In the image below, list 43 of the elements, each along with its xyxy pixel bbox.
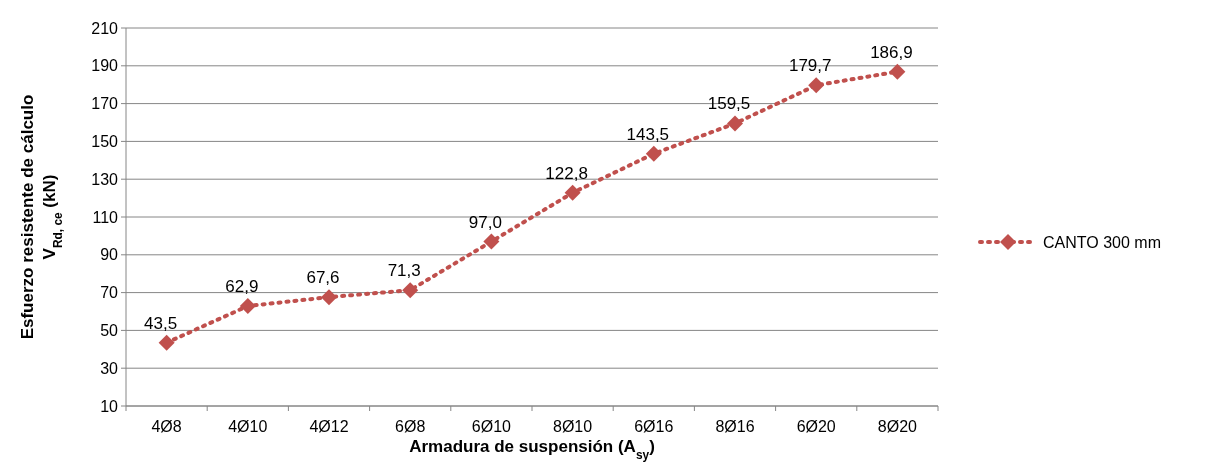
point bbox=[402, 282, 419, 299]
point bbox=[239, 298, 256, 315]
y-tick-label: 130 bbox=[91, 170, 119, 188]
legend-label: CANTO 300 mm bbox=[1043, 233, 1161, 251]
point bbox=[564, 184, 581, 201]
x-tick-label: 6Ø8 bbox=[395, 418, 426, 435]
data-label: 159,5 bbox=[707, 94, 751, 114]
data-label: 97,0 bbox=[468, 212, 502, 232]
y-tick-label: 110 bbox=[92, 208, 119, 226]
point bbox=[808, 77, 825, 94]
x-tick-label: 4Ø12 bbox=[309, 418, 349, 435]
y-tick-label: 170 bbox=[91, 95, 119, 113]
y-tick-label: 150 bbox=[91, 133, 119, 150]
x-tick-label: 8Ø16 bbox=[715, 418, 755, 435]
x-tick-label: 8Ø20 bbox=[877, 418, 918, 435]
data-label: 67,6 bbox=[306, 268, 340, 288]
y-tick-label: 70 bbox=[100, 284, 119, 302]
y-tick-label: 90 bbox=[100, 246, 119, 264]
point bbox=[158, 334, 175, 351]
point bbox=[727, 115, 743, 132]
point bbox=[645, 145, 662, 162]
y-tick-label: 210 bbox=[91, 19, 119, 37]
x-tick-label: 8Ø10 bbox=[553, 418, 593, 435]
y-tick-label: 30 bbox=[100, 359, 119, 377]
x-axis-title: Armadura de suspensión (A$_{sy}$) bbox=[409, 437, 655, 462]
data-label: 179,7 bbox=[788, 56, 832, 76]
x-tick-label: 6Ø10 bbox=[471, 418, 512, 435]
data-label: 186,9 bbox=[870, 42, 913, 62]
y-tick-label: 50 bbox=[100, 322, 119, 339]
y-tick-label: 190 bbox=[91, 57, 119, 75]
y-tick-label: 10 bbox=[100, 397, 119, 415]
data-label: 43,5 bbox=[144, 313, 178, 333]
x-tick-label: 6Ø16 bbox=[634, 418, 674, 435]
point bbox=[321, 289, 337, 306]
data-label: 62,9 bbox=[225, 277, 259, 297]
x-tick-label: 4Ø10 bbox=[228, 418, 268, 435]
point bbox=[483, 233, 500, 250]
data-label: 122,8 bbox=[545, 163, 588, 183]
x-tick-label: 6Ø20 bbox=[796, 418, 836, 435]
point bbox=[889, 63, 906, 80]
data-label: 143,5 bbox=[626, 124, 670, 144]
x-tick-label: 4Ø8 bbox=[151, 418, 182, 435]
data-label: 71,3 bbox=[387, 261, 421, 281]
